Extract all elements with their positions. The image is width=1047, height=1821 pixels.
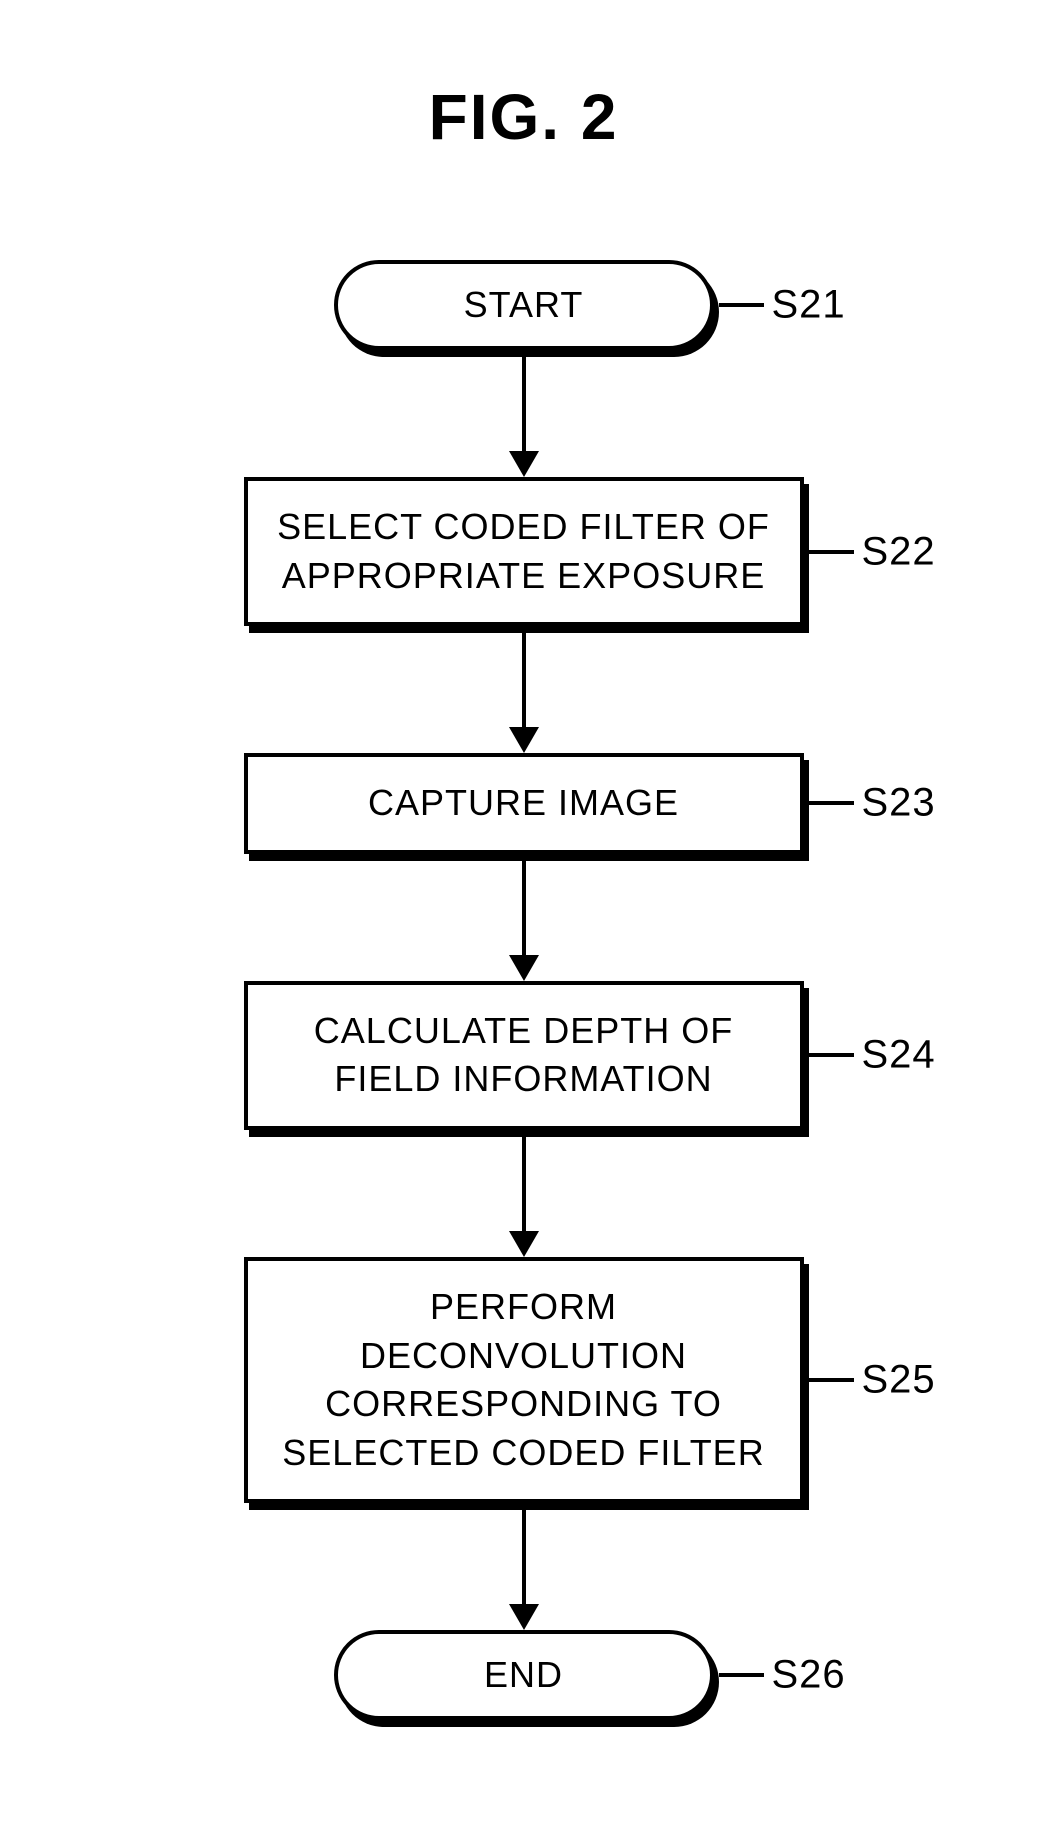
flow-arrow-after-s21	[509, 357, 539, 477]
flow-label-connector-s26	[719, 1673, 764, 1677]
flow-label-s22: S22	[862, 529, 936, 574]
arrow-head-icon	[509, 451, 539, 477]
flow-arrow-after-s24	[509, 1137, 539, 1257]
flow-label-connector-s22	[809, 550, 854, 554]
flow-label-connector-s25	[809, 1378, 854, 1382]
flow-label-connector-s23	[809, 801, 854, 805]
flow-node-text-s25: PERFORM DECONVOLUTIONCORRESPONDING TOSEL…	[268, 1283, 780, 1477]
flow-label-s26: S26	[772, 1653, 846, 1698]
arrow-line	[522, 1510, 526, 1605]
flow-node-s25: PERFORM DECONVOLUTIONCORRESPONDING TOSEL…	[244, 1257, 804, 1503]
flow-row-s22: SELECT CODED FILTER OFAPPROPRIATE EXPOSU…	[244, 477, 804, 626]
flow-node-s24: CALCULATE DEPTH OFFIELD INFORMATION	[244, 981, 804, 1130]
arrow-line	[522, 357, 526, 452]
flow-node-s26: END	[334, 1630, 714, 1720]
arrow-line	[522, 1137, 526, 1232]
flow-node-text-s26: END	[484, 1651, 563, 1700]
flow-row-s23: CAPTURE IMAGES23	[244, 753, 804, 854]
arrow-head-icon	[509, 1231, 539, 1257]
flowchart-container: STARTS21SELECT CODED FILTER OFAPPROPRIAT…	[0, 260, 1047, 1720]
flow-row-s25: PERFORM DECONVOLUTIONCORRESPONDING TOSEL…	[244, 1257, 804, 1503]
flow-label-connector-s21	[719, 303, 764, 307]
arrow-line	[522, 861, 526, 956]
flow-row-s24: CALCULATE DEPTH OFFIELD INFORMATIONS24	[244, 981, 804, 1130]
figure-title: FIG. 2	[0, 80, 1047, 154]
flow-arrow-after-s23	[509, 861, 539, 981]
flow-node-text-s22: SELECT CODED FILTER OFAPPROPRIATE EXPOSU…	[277, 503, 770, 600]
flow-label-connector-s24	[809, 1053, 854, 1057]
flow-arrow-after-s25	[509, 1510, 539, 1630]
flow-node-s21: START	[334, 260, 714, 350]
flow-arrow-after-s22	[509, 633, 539, 753]
flow-label-s21: S21	[772, 283, 846, 328]
arrow-head-icon	[509, 955, 539, 981]
arrow-head-icon	[509, 1604, 539, 1630]
flow-label-s23: S23	[862, 781, 936, 826]
flow-label-s24: S24	[862, 1033, 936, 1078]
flow-node-s22: SELECT CODED FILTER OFAPPROPRIATE EXPOSU…	[244, 477, 804, 626]
flow-row-s26: ENDS26	[334, 1630, 714, 1720]
flow-label-s25: S25	[862, 1358, 936, 1403]
arrow-line	[522, 633, 526, 728]
flow-row-s21: STARTS21	[334, 260, 714, 350]
flow-node-text-s23: CAPTURE IMAGE	[368, 779, 679, 828]
arrow-head-icon	[509, 727, 539, 753]
flow-node-s23: CAPTURE IMAGE	[244, 753, 804, 854]
flow-node-text-s21: START	[464, 281, 584, 330]
flow-node-text-s24: CALCULATE DEPTH OFFIELD INFORMATION	[314, 1007, 733, 1104]
